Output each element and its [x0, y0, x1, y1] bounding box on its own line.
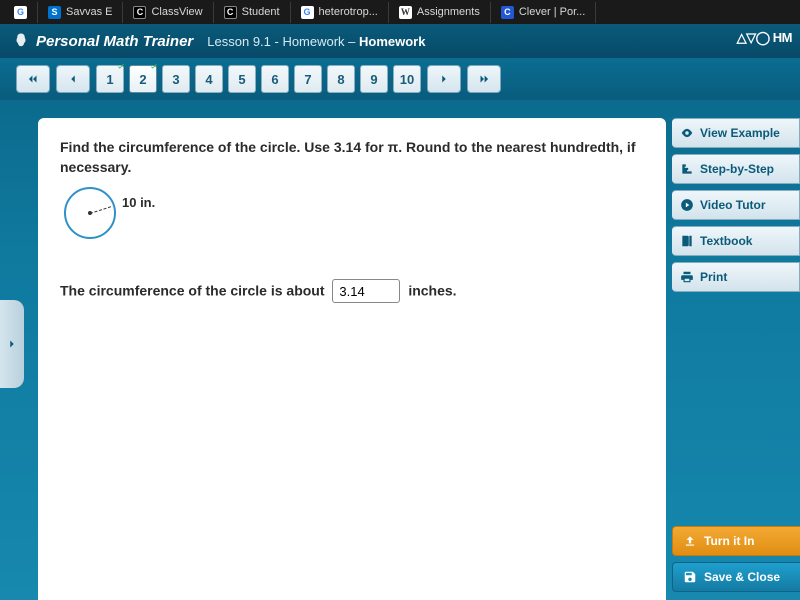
checkmark-icon [116, 62, 126, 72]
next-icon [437, 72, 451, 86]
favicon-c-icon: C [224, 6, 237, 19]
lesson-prefix: Lesson 9.1 - Homework – [207, 34, 359, 49]
favicon-w-icon: W [399, 6, 412, 19]
main-area: Find the circumference of the circle. Us… [0, 100, 800, 600]
browser-tab[interactable]: S Savvas E [38, 2, 123, 23]
question-number-button[interactable]: 6 [261, 65, 289, 93]
tab-label: heterotrop... [319, 6, 378, 18]
question-number-button[interactable]: 10 [393, 65, 421, 93]
question-panel: Find the circumference of the circle. Us… [38, 118, 666, 600]
upload-icon [683, 534, 697, 548]
browser-tab[interactable]: C Student [214, 2, 291, 23]
first-button[interactable] [16, 65, 50, 93]
steps-icon [680, 162, 694, 176]
turn-in-button[interactable]: Turn it In [672, 526, 800, 556]
radius-label: 10 in. [122, 195, 155, 210]
browser-tab[interactable]: C Clever | Por... [491, 2, 596, 23]
prev-button[interactable] [56, 65, 90, 93]
favicon-g-icon: G [14, 6, 27, 19]
question-number-button[interactable]: 2 [129, 65, 157, 93]
checkmark-icon [149, 62, 159, 72]
tab-label: Student [242, 6, 280, 18]
app-name: Personal Math Trainer [36, 33, 193, 50]
last-button[interactable] [467, 65, 501, 93]
chevron-right-icon [5, 334, 19, 354]
tab-label: Savvas E [66, 6, 112, 18]
circle-diagram [64, 187, 116, 239]
view-example-button[interactable]: View Example [672, 118, 800, 148]
eye-icon [680, 126, 694, 140]
brain-icon [12, 32, 30, 50]
turn-in-label: Turn it In [704, 534, 754, 548]
lesson-title: Lesson 9.1 - Homework – Homework [207, 34, 425, 49]
answer-prefix: The circumference of the circle is about [60, 283, 325, 299]
next-button[interactable] [427, 65, 461, 93]
question-number-button[interactable]: 4 [195, 65, 223, 93]
video-tutor-button[interactable]: Video Tutor [672, 190, 800, 220]
sidebar-label: Video Tutor [700, 198, 766, 212]
print-button[interactable]: Print [672, 262, 800, 292]
favicon-c-icon: C [133, 6, 146, 19]
save-icon [683, 570, 697, 584]
textbook-button[interactable]: Textbook [672, 226, 800, 256]
sidebar-label: View Example [700, 126, 780, 140]
browser-tab[interactable]: C ClassView [123, 2, 213, 23]
browser-tab-bar: G S Savvas E C ClassView C Student Gheterot… [0, 0, 800, 24]
answer-line: The circumference of the circle is about… [60, 279, 644, 303]
favicon-clever-icon: C [501, 6, 514, 19]
app-header: Personal Math Trainer Lesson 9.1 - Homew… [0, 24, 800, 58]
question-prompt: Find the circumference of the circle. Us… [60, 138, 644, 177]
sidebar-label: Print [700, 270, 727, 284]
action-buttons: Turn it In Save & Close [672, 526, 800, 592]
book-icon [680, 234, 694, 248]
favicon-savvas-icon: S [48, 6, 61, 19]
browser-tab[interactable]: Gheterotrop... [291, 2, 389, 23]
question-nav: 12345678910 [0, 58, 800, 100]
lesson-name: Homework [359, 34, 425, 49]
app-logo: Personal Math Trainer [12, 32, 193, 50]
publisher-brand: △▽◯ HM [737, 30, 792, 46]
browser-tab[interactable]: W Assignments [389, 2, 491, 23]
question-number-button[interactable]: 7 [294, 65, 322, 93]
save-close-label: Save & Close [704, 570, 780, 584]
question-number-button[interactable]: 1 [96, 65, 124, 93]
favicon-g-icon: G [301, 6, 314, 19]
sidebar-label: Textbook [700, 234, 752, 248]
tab-label: Clever | Por... [519, 6, 585, 18]
step-by-step-button[interactable]: Step-by-Step [672, 154, 800, 184]
question-number-button[interactable]: 8 [327, 65, 355, 93]
answer-suffix: inches. [408, 283, 456, 299]
browser-tab[interactable]: G [4, 2, 38, 23]
last-icon [477, 72, 491, 86]
sidebar-label: Step-by-Step [700, 162, 774, 176]
question-number-button[interactable]: 3 [162, 65, 190, 93]
question-number-button[interactable]: 5 [228, 65, 256, 93]
tab-label: Assignments [417, 6, 480, 18]
answer-input[interactable] [332, 279, 400, 303]
print-icon [680, 270, 694, 284]
save-close-button[interactable]: Save & Close [672, 562, 800, 592]
tab-label: ClassView [151, 6, 202, 18]
drawer-pull[interactable] [0, 300, 24, 388]
first-icon [26, 72, 40, 86]
prev-icon [66, 72, 80, 86]
question-number-button[interactable]: 9 [360, 65, 388, 93]
play-icon [680, 198, 694, 212]
question-figure: 10 in. [64, 187, 644, 239]
